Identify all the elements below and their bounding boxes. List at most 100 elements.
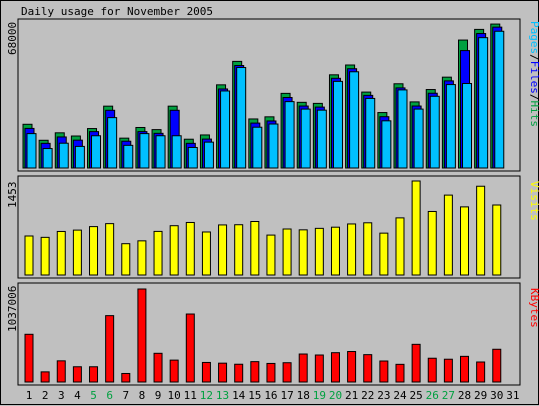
bar-kbytes-day-2: [40, 371, 50, 383]
day-label-24: 24: [393, 389, 407, 402]
bar-pages-day-12: [203, 141, 214, 169]
bar-visits-day-10: [169, 225, 179, 276]
bar-kbytes-day-4: [72, 366, 82, 383]
bar-pages-day-23: [381, 120, 392, 169]
bar-pages-day-4: [74, 145, 85, 169]
bar-kbytes-day-11: [185, 313, 195, 383]
chart-title: Daily usage for November 2005: [21, 5, 213, 18]
visits-bars: [24, 180, 502, 276]
bar-visits-day-9: [153, 230, 163, 276]
kbytes-max-label: 1037006: [6, 286, 19, 332]
bar-pages-day-30: [494, 30, 505, 169]
bar-kbytes-day-10: [169, 359, 179, 383]
bar-pages-day-28: [462, 83, 473, 169]
bar-kbytes-day-18: [298, 353, 308, 383]
bar-visits-day-26: [427, 210, 437, 276]
visits-max-label: 1453: [6, 182, 19, 209]
bar-visits-day-24: [395, 217, 405, 276]
day-label-13: 13: [216, 389, 229, 402]
bar-visits-day-25: [411, 180, 421, 276]
day-label-29: 29: [474, 389, 487, 402]
bar-kbytes-day-28: [460, 355, 470, 383]
bar-visits-day-19: [314, 227, 324, 276]
bar-visits-day-23: [379, 232, 389, 276]
bar-visits-day-1: [24, 235, 34, 276]
bar-kbytes-day-30: [492, 348, 502, 383]
bar-kbytes-day-20: [330, 352, 340, 383]
bar-visits-day-5: [89, 226, 99, 276]
bar-pages-day-29: [478, 37, 489, 169]
day-label-12: 12: [200, 389, 213, 402]
bar-kbytes-day-27: [443, 358, 453, 383]
bar-kbytes-day-6: [105, 315, 115, 383]
bar-kbytes-day-17: [282, 362, 292, 383]
bar-pages-day-9: [155, 135, 166, 169]
day-label-23: 23: [377, 389, 390, 402]
bar-kbytes-day-7: [121, 372, 131, 383]
bar-visits-day-4: [72, 229, 82, 276]
bar-visits-day-13: [218, 224, 228, 276]
bar-visits-day-29: [476, 185, 486, 276]
hits-files-pages-ylabel: Pages/Files/Hits: [528, 21, 539, 127]
kbytes-bars: [24, 288, 502, 383]
hits-files-pages-bars: [22, 23, 505, 169]
bar-kbytes-day-3: [56, 360, 66, 383]
bar-visits-day-22: [363, 222, 373, 276]
bar-pages-day-22: [365, 97, 376, 169]
day-axis-labels: 1 2 3 4 5 6 7 8 9 10 11 12 13 14 15 16 17 18 19 20 21 22 23 24 2…: [26, 389, 520, 402]
bar-visits-day-16: [266, 234, 276, 276]
bar-kbytes-day-24: [395, 363, 405, 383]
bar-kbytes-day-19: [314, 354, 324, 383]
visits-ylabel: Visits: [528, 181, 539, 221]
day-label-15: 15: [248, 389, 261, 402]
bar-pages-day-27: [445, 84, 456, 169]
bar-visits-day-27: [443, 194, 453, 276]
bar-visits-day-17: [282, 228, 292, 276]
bar-visits-day-20: [330, 226, 340, 276]
day-label-17: 17: [280, 389, 293, 402]
day-label-10: 10: [168, 389, 181, 402]
ylabel-part: /: [528, 94, 539, 101]
bar-pages-day-21: [349, 71, 360, 169]
bar-pages-day-15: [252, 126, 263, 169]
bar-pages-day-1: [26, 133, 37, 169]
day-label-14: 14: [232, 389, 246, 402]
bar-pages-day-16: [268, 123, 279, 169]
bar-visits-day-11: [185, 221, 195, 276]
bar-pages-day-18: [300, 108, 311, 169]
bar-kbytes-day-16: [266, 362, 276, 383]
day-label-26: 26: [426, 389, 439, 402]
bar-pages-day-8: [139, 133, 150, 169]
bar-kbytes-day-26: [427, 357, 437, 383]
bar-visits-day-15: [250, 220, 260, 276]
bar-pages-day-26: [429, 95, 440, 169]
day-label-18: 18: [297, 389, 310, 402]
day-label-16: 16: [264, 389, 277, 402]
bar-pages-day-11: [187, 146, 198, 169]
bar-pages-day-25: [413, 108, 424, 169]
bar-pages-day-19: [316, 109, 327, 169]
day-label-9: 9: [155, 389, 162, 402]
hits-max-label: 68000: [6, 22, 19, 55]
bar-visits-day-21: [347, 223, 357, 276]
bar-kbytes-day-21: [347, 351, 357, 383]
bar-pages-day-10: [171, 135, 182, 169]
bar-kbytes-day-29: [476, 361, 486, 383]
day-label-1: 1: [26, 389, 33, 402]
day-label-27: 27: [442, 389, 455, 402]
day-label-2: 2: [42, 389, 49, 402]
bar-pages-day-13: [220, 90, 231, 169]
day-label-8: 8: [139, 389, 146, 402]
bar-kbytes-day-8: [137, 288, 147, 383]
bar-visits-day-7: [121, 243, 131, 276]
bar-visits-day-6: [105, 223, 115, 276]
bar-pages-day-3: [58, 142, 69, 169]
bar-pages-day-6: [107, 117, 118, 169]
day-label-19: 19: [313, 389, 326, 402]
bar-kbytes-day-22: [363, 354, 373, 383]
bar-pages-day-14: [236, 67, 247, 169]
day-label-3: 3: [58, 389, 65, 402]
day-label-21: 21: [345, 389, 358, 402]
bar-kbytes-day-13: [218, 362, 228, 383]
day-label-28: 28: [458, 389, 471, 402]
